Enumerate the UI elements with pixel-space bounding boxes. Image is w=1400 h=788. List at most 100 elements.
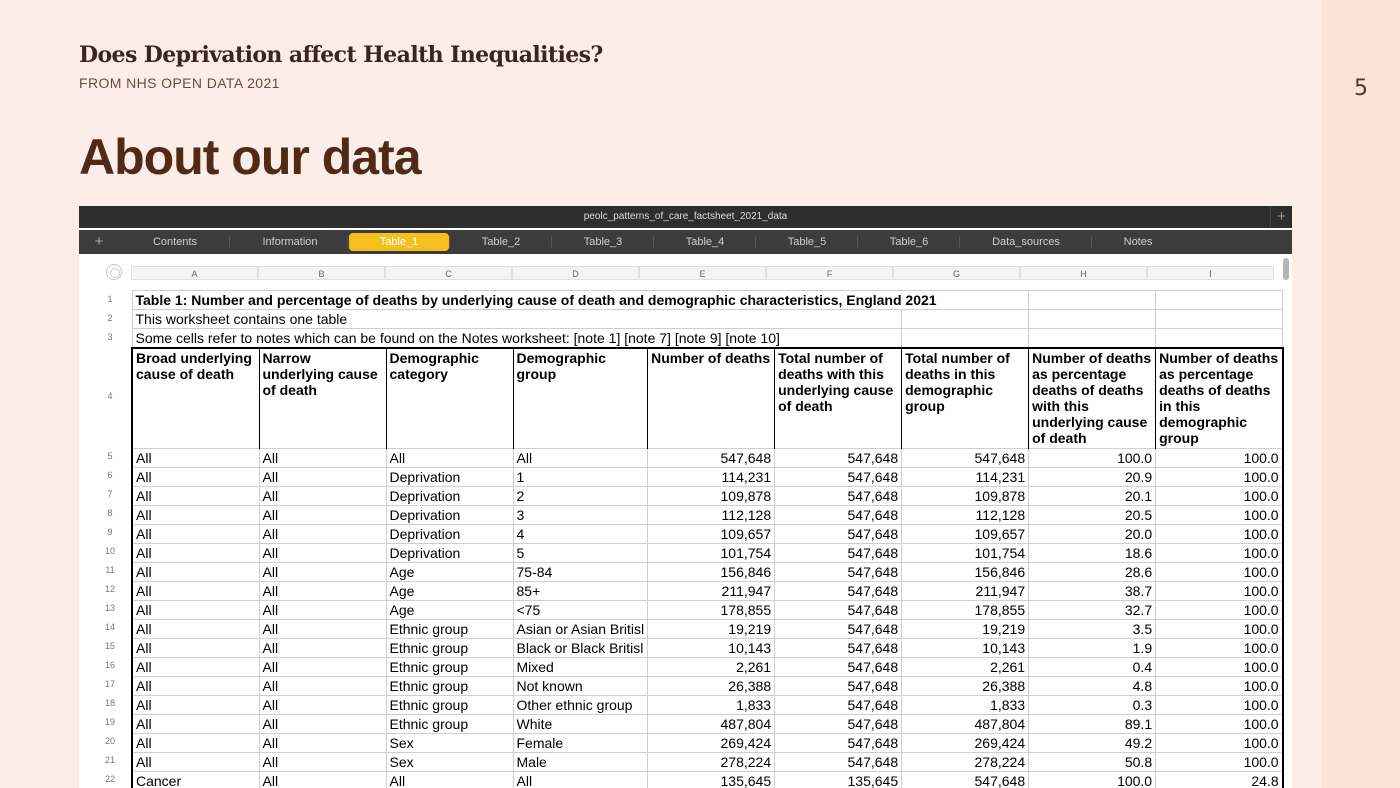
table-cell[interactable]: 32.7 [1028, 599, 1157, 620]
table-cell[interactable]: 112,128 [647, 504, 776, 525]
column-header-i[interactable]: I [1147, 266, 1274, 280]
table-cell[interactable]: All [131, 713, 260, 734]
table-cell[interactable]: 547,648 [774, 694, 903, 715]
table-cell[interactable]: Ethnic group [385, 675, 514, 696]
table-cell[interactable]: All [258, 618, 387, 639]
table-cell[interactable]: 2 [512, 485, 649, 506]
table-cell[interactable]: 547,648 [774, 504, 903, 525]
table-cell[interactable]: 100.0 [1155, 694, 1284, 715]
empty-cell[interactable] [1028, 309, 1157, 329]
header-cell[interactable]: Number of deaths as percentage deaths of… [1155, 347, 1284, 449]
table-cell[interactable]: 547,648 [774, 713, 903, 734]
table-cell[interactable]: 547,648 [774, 732, 903, 753]
table-cell[interactable]: 75-84 [512, 561, 649, 582]
table-cell[interactable]: 211,947 [901, 580, 1030, 601]
row-number[interactable]: 19 [104, 716, 115, 727]
table-cell[interactable]: All [258, 523, 387, 544]
table-cell[interactable]: 178,855 [901, 599, 1030, 620]
table-cell[interactable]: 0.4 [1028, 656, 1157, 677]
table-cell[interactable]: Age [385, 599, 514, 620]
table-cell[interactable]: 547,648 [774, 485, 903, 506]
table-cell[interactable]: Sex [385, 732, 514, 753]
table-cell[interactable]: 18.6 [1028, 542, 1157, 563]
header-cell[interactable]: Broad underlying cause of death [131, 347, 260, 449]
table-cell[interactable]: <75 [512, 599, 649, 620]
tab-contents[interactable]: Contents [152, 236, 198, 248]
table-cell[interactable]: 38.7 [1028, 580, 1157, 601]
row-number[interactable]: 9 [107, 526, 113, 537]
table-cell[interactable]: 547,648 [774, 751, 903, 772]
table-cell[interactable]: All [258, 466, 387, 487]
table-cell[interactable]: 112,128 [901, 504, 1030, 525]
table-cell[interactable]: 109,878 [901, 485, 1030, 506]
table-cell[interactable]: 547,648 [774, 637, 903, 658]
empty-cell[interactable] [1155, 328, 1284, 349]
tab-table-4[interactable]: Table_4 [685, 236, 725, 248]
table-cell[interactable]: All [258, 561, 387, 582]
row-number[interactable]: 16 [104, 659, 115, 670]
table-cell[interactable]: 178,855 [647, 599, 776, 620]
table-cell[interactable]: 547,648 [901, 770, 1030, 788]
table-cell[interactable]: 3.5 [1028, 618, 1157, 639]
table-cell[interactable]: All [385, 447, 514, 468]
table-cell[interactable]: 20.5 [1028, 504, 1157, 525]
table-cell[interactable]: 135,645 [774, 770, 903, 788]
title-cell[interactable]: This worksheet contains one table [131, 309, 903, 329]
table-cell[interactable]: 28.6 [1028, 561, 1157, 582]
table-cell[interactable]: 10,143 [647, 637, 776, 658]
table-cell[interactable]: 100.0 [1155, 561, 1284, 582]
table-cell[interactable]: 26,388 [901, 675, 1030, 696]
table-cell[interactable]: 19,219 [901, 618, 1030, 639]
table-cell[interactable]: 19,219 [647, 618, 776, 639]
empty-cell[interactable] [1155, 309, 1284, 329]
table-cell[interactable]: 269,424 [901, 732, 1030, 753]
table-cell[interactable]: 156,846 [901, 561, 1030, 582]
row-number[interactable]: 11 [105, 564, 115, 575]
tab-data-sources[interactable]: Data_sources [992, 236, 1060, 248]
table-cell[interactable]: 1 [512, 466, 649, 487]
table-cell[interactable]: 547,648 [774, 466, 903, 487]
table-cell[interactable]: 100.0 [1155, 542, 1284, 563]
table-cell[interactable]: 547,648 [774, 542, 903, 563]
table-cell[interactable]: 1.9 [1028, 637, 1157, 658]
empty-cell[interactable] [1155, 290, 1284, 310]
tab-notes[interactable]: Notes [1123, 236, 1153, 248]
tab-table-1[interactable]: Table_1 [349, 233, 449, 251]
table-cell[interactable]: 24.8 [1155, 770, 1284, 788]
table-cell[interactable]: 547,648 [901, 447, 1030, 468]
table-cell[interactable]: 101,754 [647, 542, 776, 563]
table-cell[interactable]: 85+ [512, 580, 649, 601]
table-cell[interactable]: 211,947 [647, 580, 776, 601]
table-cell[interactable]: 0.3 [1028, 694, 1157, 715]
header-cell[interactable]: Number of deaths [647, 347, 776, 449]
table-cell[interactable]: 547,648 [774, 675, 903, 696]
header-cell[interactable]: Demographic group [512, 347, 649, 449]
table-cell[interactable]: 49.2 [1028, 732, 1157, 753]
column-header-c[interactable]: C [385, 266, 512, 280]
table-cell[interactable]: 100.0 [1028, 447, 1157, 468]
table-cell[interactable]: All [258, 485, 387, 506]
row-number[interactable]: 21 [104, 754, 115, 765]
empty-cell[interactable] [1028, 290, 1157, 310]
table-cell[interactable]: All [258, 656, 387, 677]
select-all-icon[interactable] [106, 264, 122, 280]
table-cell[interactable]: Ethnic group [385, 694, 514, 715]
table-cell[interactable]: 547,648 [774, 561, 903, 582]
table-cell[interactable]: Other ethnic group [512, 694, 649, 715]
title-cell[interactable]: Table 1: Number and percentage of deaths… [131, 290, 1030, 310]
title-cell[interactable]: Some cells refer to notes which can be f… [131, 328, 903, 349]
table-cell[interactable]: All [258, 732, 387, 753]
table-cell[interactable]: 100.0 [1155, 485, 1284, 506]
table-cell[interactable]: Deprivation [385, 466, 514, 487]
row-number[interactable]: 15 [104, 640, 115, 651]
table-cell[interactable]: Age [385, 561, 514, 582]
table-cell[interactable]: All [512, 447, 649, 468]
row-number[interactable]: 12 [104, 583, 115, 594]
table-cell[interactable]: All [512, 770, 649, 788]
table-cell[interactable]: All [258, 694, 387, 715]
table-cell[interactable]: All [131, 466, 260, 487]
table-cell[interactable]: Deprivation [385, 542, 514, 563]
table-cell[interactable]: 109,878 [647, 485, 776, 506]
table-cell[interactable]: 100.0 [1155, 447, 1284, 468]
table-cell[interactable]: 114,231 [901, 466, 1030, 487]
